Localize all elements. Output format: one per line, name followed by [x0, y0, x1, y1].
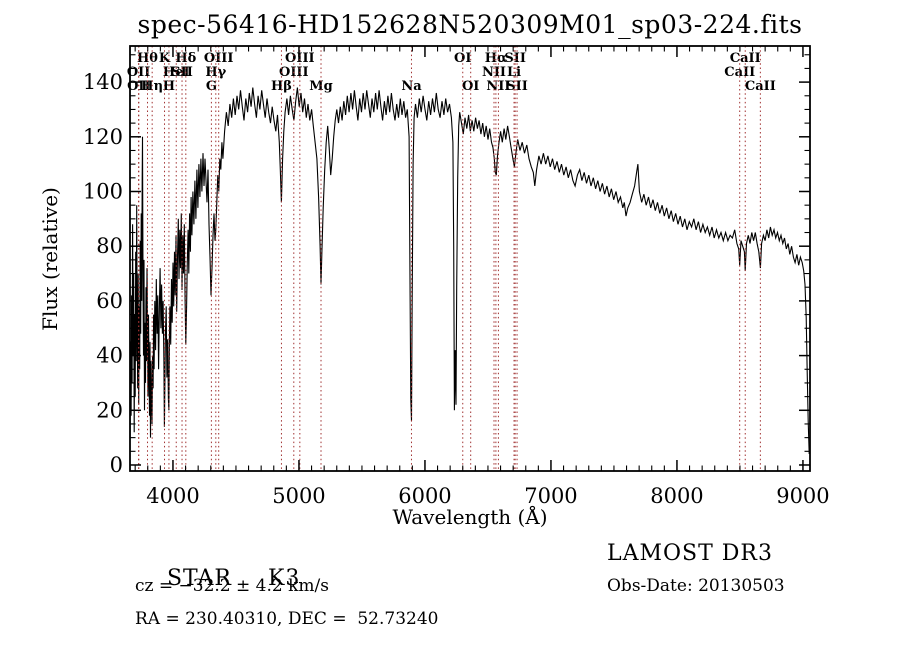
spectral-line-label: Hδ — [175, 51, 196, 66]
ra-dec-value: RA = 230.40310, DEC = 52.73240 — [135, 609, 439, 629]
spectral-line-label: Hη — [141, 79, 163, 94]
x-tick-label: 5000 — [272, 484, 325, 508]
y-tick-label: 40 — [96, 344, 123, 368]
y-tick-label: 0 — [110, 453, 123, 477]
y-tick-label: 20 — [96, 398, 123, 422]
x-tick-label: 7000 — [524, 484, 577, 508]
spectral-line-label: CaII — [745, 79, 776, 94]
axis-tick-labels: 4000 5000 6000 7000 8000 9000 0 20 40 60 80 100 120 1… — [83, 70, 830, 508]
spectral-line-label: G — [206, 79, 217, 94]
object-subclass: K3 — [267, 566, 301, 591]
cz-value: cz = −32.2 ± 4.2 km/s — [135, 576, 329, 596]
spectral-line-label: Hθ — [137, 51, 158, 66]
plot-title: spec-56416-HD152628N520309M01_sp03-224.f… — [137, 10, 803, 39]
x-tick-label: 9000 — [776, 484, 829, 508]
plot-frame — [129, 45, 811, 472]
spectral-line-label: CaII — [730, 51, 761, 66]
y-tick-label: 140 — [83, 70, 123, 94]
spectral-line-label: Hβ — [271, 79, 292, 94]
spectral-line-label: OIII — [285, 51, 315, 66]
y-tick-label: 120 — [83, 125, 123, 149]
object-classification: STAR K3 — [135, 541, 300, 616]
spectrum-trace — [129, 87, 810, 455]
x-tick-label: 4000 — [146, 484, 199, 508]
spectrum-trace-group — [129, 87, 810, 455]
axis-ticks — [130, 46, 810, 471]
y-tick-label: 80 — [96, 234, 123, 258]
x-tick-label: 6000 — [398, 484, 451, 508]
spectral-line-label: OI — [462, 79, 479, 94]
y-tick-label: 100 — [83, 179, 123, 203]
y-axis-title: Flux (relative) — [38, 187, 62, 331]
spectral-line-label: OI — [454, 51, 471, 66]
spectral-line-label: NII — [486, 79, 510, 94]
x-tick-label: 8000 — [650, 484, 703, 508]
spectral-line-label: SII — [506, 79, 528, 94]
frame-rect — [129, 45, 811, 472]
y-tick-label: 60 — [96, 289, 123, 313]
spectral-line-label: Na — [401, 79, 422, 94]
survey-release: LAMOST DR3 — [607, 541, 773, 566]
spectral-line-label: Hα — [485, 51, 507, 66]
spectral-line-label: Mg — [309, 79, 332, 94]
spectral-line-markers — [138, 46, 761, 471]
spectral-line-label: K — [159, 51, 171, 66]
spectral-line-label: SII — [504, 51, 526, 66]
spectral-line-label: H — [163, 79, 175, 94]
object-class: STAR — [166, 566, 232, 591]
obs-date: Obs-Date: 20130503 — [607, 576, 785, 596]
x-axis-title: Wavelength (Å) — [392, 504, 547, 529]
